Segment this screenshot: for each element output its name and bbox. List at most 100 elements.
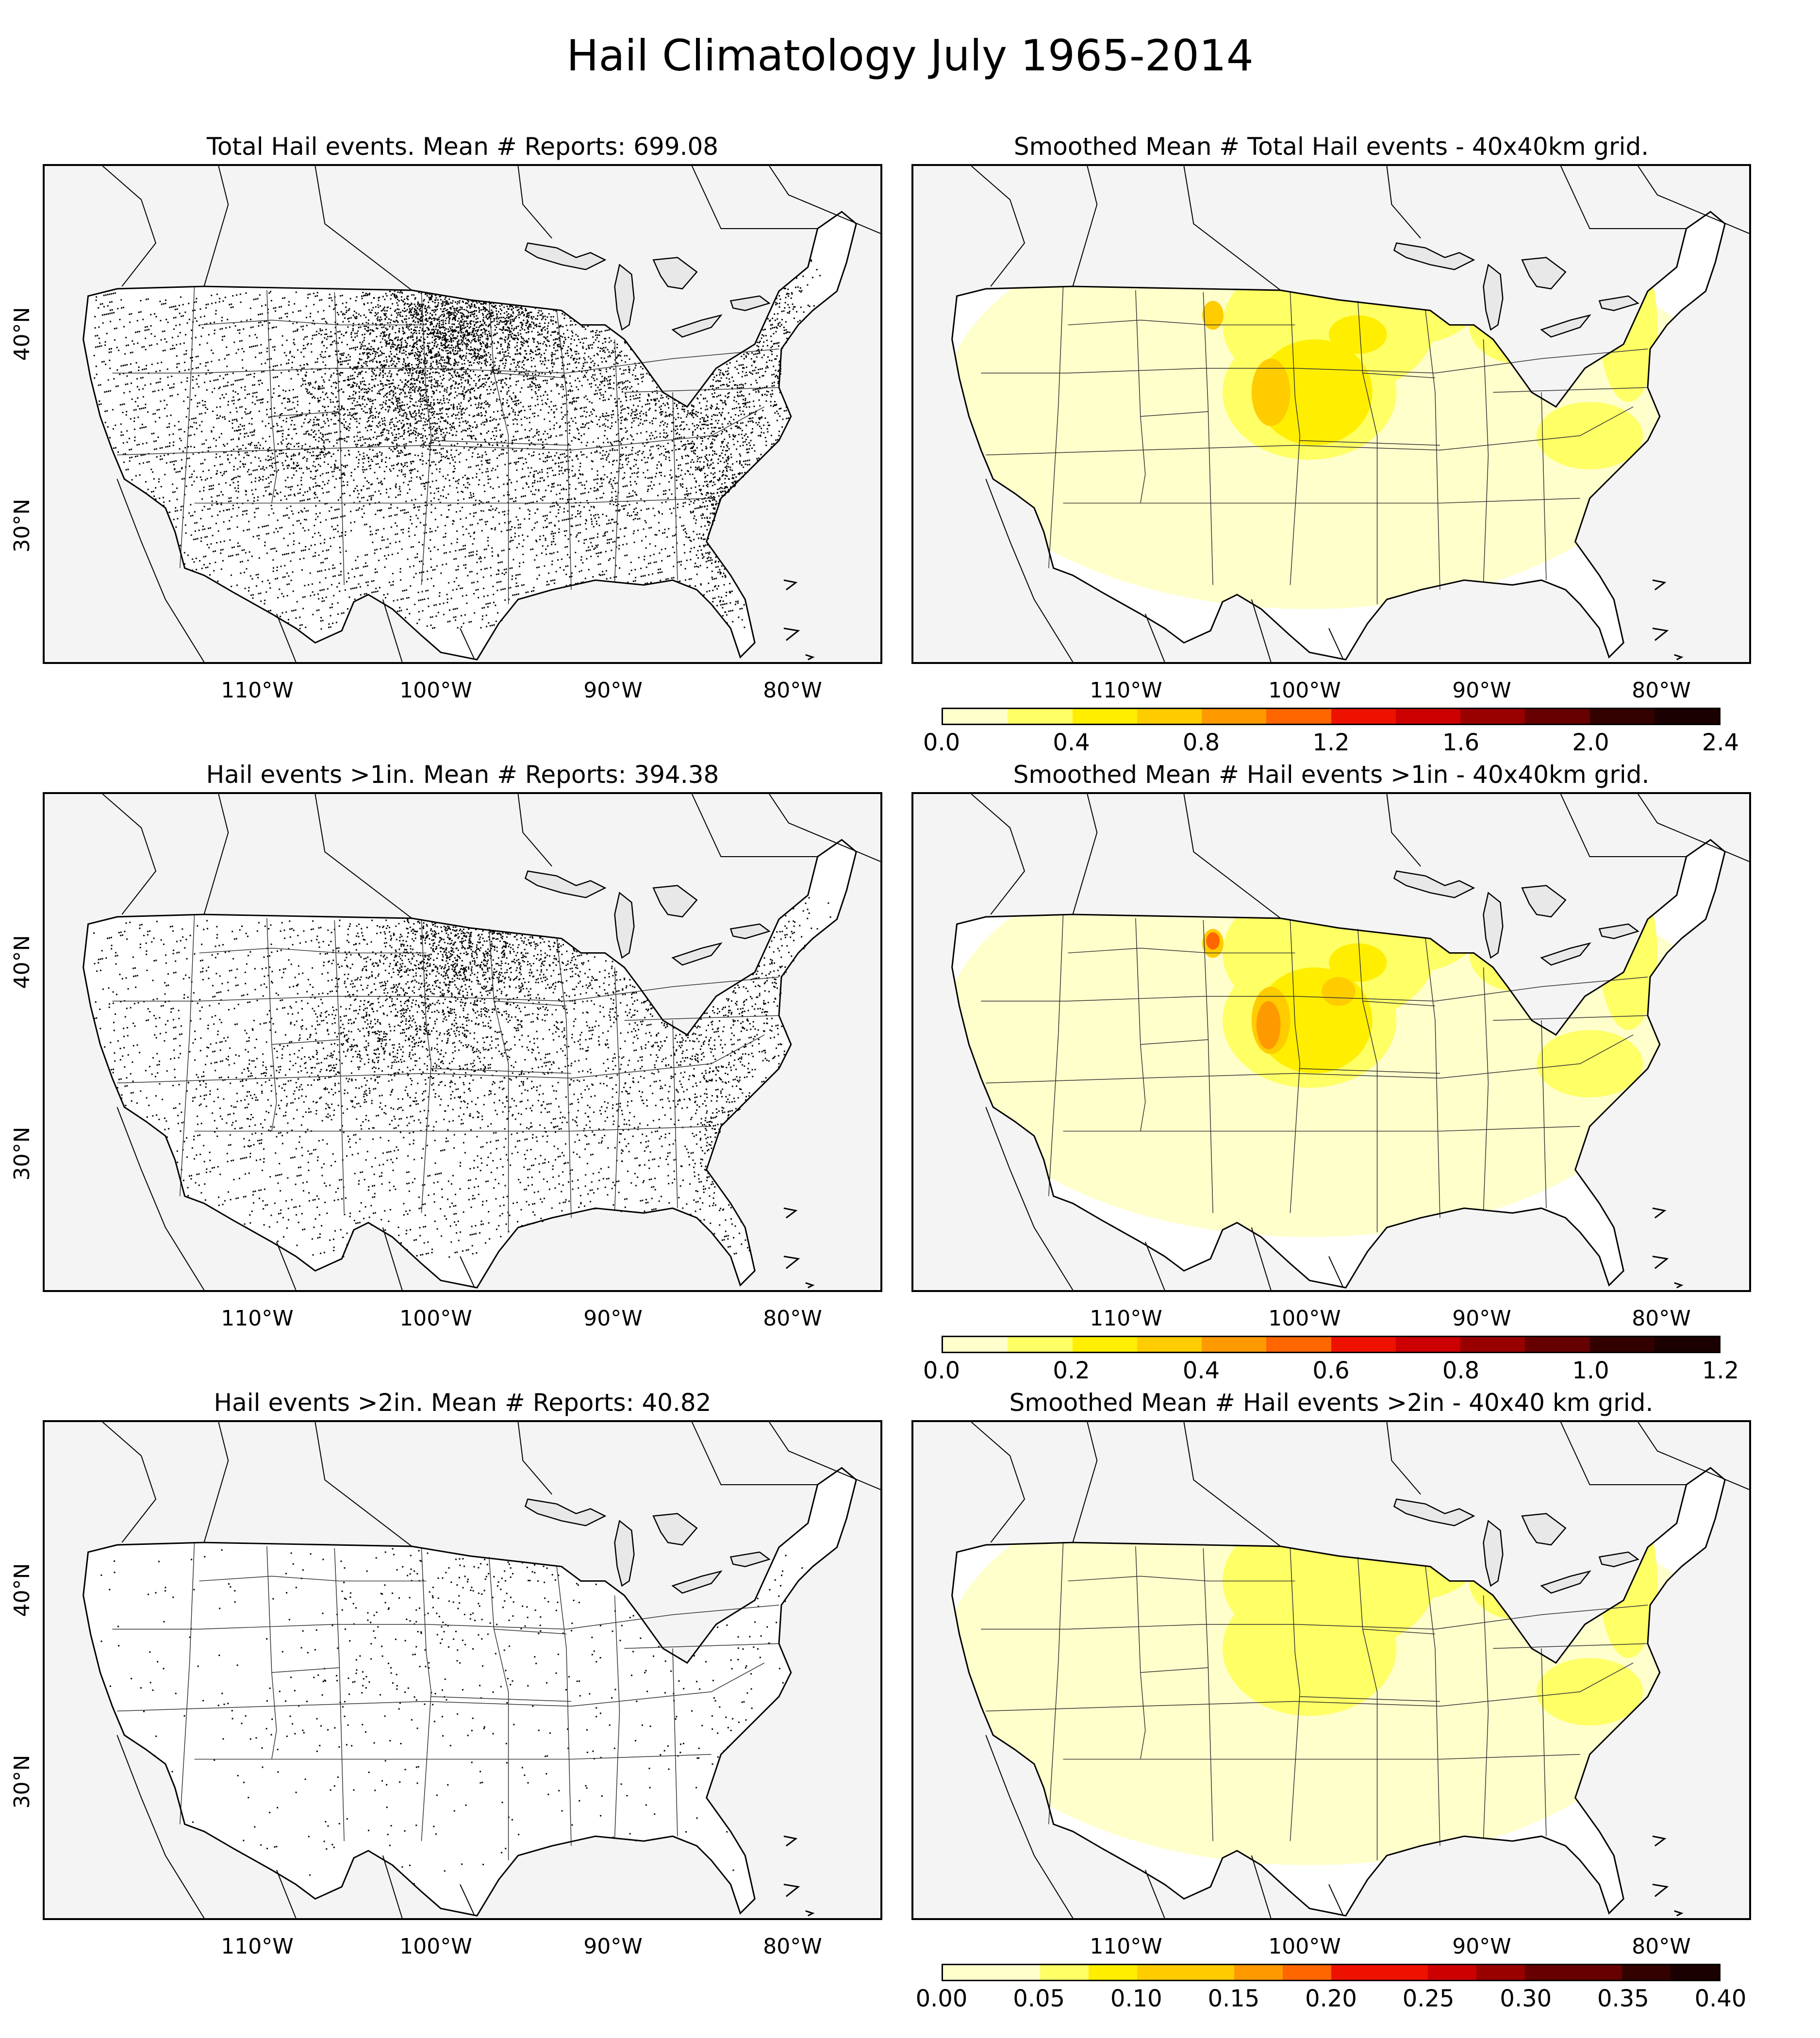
hail-report-dot bbox=[370, 408, 372, 410]
hail-report-dot bbox=[198, 530, 200, 531]
hail-report-dot bbox=[382, 420, 384, 422]
hail-report-dot bbox=[328, 623, 330, 625]
hail-report-dot bbox=[704, 538, 706, 540]
hail-report-dot bbox=[461, 367, 463, 369]
hail-report-dot bbox=[670, 477, 672, 479]
hail-report-dot bbox=[501, 561, 503, 563]
hail-report-dot bbox=[580, 559, 582, 561]
hail-report-dot bbox=[742, 422, 744, 424]
hail-report-dot bbox=[480, 569, 482, 571]
hail-report-dot bbox=[310, 434, 312, 436]
hail-report-dot bbox=[520, 336, 522, 338]
hail-report-dot bbox=[475, 330, 477, 331]
hail-report-dot bbox=[628, 407, 629, 409]
hail-report-dot bbox=[513, 307, 514, 309]
hail-report-dot bbox=[313, 320, 314, 322]
hail-report-dot bbox=[400, 296, 402, 298]
hail-report-dot bbox=[331, 471, 333, 473]
hail-report-dot bbox=[455, 558, 457, 560]
hail-report-dot bbox=[336, 509, 338, 511]
hail-report-dot bbox=[511, 325, 513, 327]
hail-report-dot bbox=[104, 422, 106, 424]
hail-report-dot bbox=[448, 347, 450, 349]
hail-report-dot bbox=[390, 294, 392, 296]
hail-report-dot bbox=[354, 521, 356, 523]
hail-report-dot bbox=[454, 317, 456, 319]
hail-report-dot bbox=[722, 449, 724, 451]
hail-report-dot bbox=[645, 414, 647, 416]
hail-report-dot bbox=[408, 352, 410, 354]
hail-report-dot bbox=[554, 544, 556, 546]
hail-report-dot bbox=[120, 299, 122, 301]
hail-report-dot bbox=[452, 347, 454, 348]
hail-report-dot bbox=[132, 351, 133, 353]
hail-report-dot bbox=[380, 372, 381, 374]
hail-report-dot bbox=[223, 473, 225, 475]
hail-report-dot bbox=[556, 443, 558, 445]
hail-report-dot bbox=[370, 495, 372, 497]
hail-report-dot bbox=[483, 484, 485, 486]
hail-report-dot bbox=[699, 469, 701, 471]
hail-report-dot bbox=[534, 480, 536, 481]
hail-report-dot bbox=[360, 346, 362, 348]
hail-report-dot bbox=[137, 342, 139, 344]
hail-report-dot bbox=[172, 433, 174, 435]
hail-report-dot bbox=[713, 396, 715, 398]
hail-report-dot bbox=[449, 357, 451, 359]
hail-report-dot bbox=[346, 310, 348, 312]
hail-report-dot bbox=[550, 373, 552, 375]
hail-report-dot bbox=[576, 397, 578, 399]
hail-report-dot bbox=[396, 425, 397, 427]
hail-report-dot bbox=[334, 406, 336, 408]
hail-report-dot bbox=[526, 315, 528, 316]
hail-report-dot bbox=[401, 471, 403, 473]
hail-report-dot bbox=[175, 460, 177, 462]
hail-report-dot bbox=[281, 402, 283, 404]
hail-report-dot bbox=[314, 295, 316, 297]
hail-report-dot bbox=[293, 467, 295, 469]
hail-report-dot bbox=[496, 320, 498, 322]
hail-report-dot bbox=[738, 426, 740, 428]
hail-report-dot bbox=[411, 375, 413, 377]
hail-report-dot bbox=[249, 431, 251, 433]
hail-report-dot bbox=[165, 341, 167, 343]
hail-report-dot bbox=[422, 440, 424, 442]
hail-report-dot bbox=[521, 328, 523, 330]
hail-report-dot bbox=[531, 318, 533, 320]
hail-report-dot bbox=[518, 366, 520, 368]
hail-report-dot bbox=[526, 417, 528, 419]
hail-report-dot bbox=[425, 353, 427, 355]
hail-report-dot bbox=[425, 513, 427, 514]
hail-report-dot bbox=[632, 532, 634, 534]
hail-report-dot bbox=[483, 587, 484, 589]
hail-report-dot bbox=[477, 321, 479, 323]
hail-report-dot bbox=[142, 396, 144, 398]
hail-report-dot bbox=[404, 396, 406, 398]
hail-report-dot bbox=[169, 442, 171, 444]
hail-report-dot bbox=[706, 400, 708, 402]
hail-report-dot bbox=[778, 361, 780, 363]
hail-report-dot bbox=[479, 519, 481, 521]
hail-report-dot bbox=[171, 306, 173, 308]
hail-report-dot bbox=[165, 299, 167, 301]
hail-report-dot bbox=[718, 395, 720, 397]
hail-report-dot bbox=[741, 376, 743, 378]
hail-report-dot bbox=[602, 442, 604, 444]
hail-report-dot bbox=[755, 366, 757, 368]
hail-report-dot bbox=[596, 330, 598, 331]
hail-report-dot bbox=[793, 317, 795, 319]
hail-report-dot bbox=[381, 383, 383, 385]
hail-report-dot bbox=[439, 391, 441, 393]
hail-report-dot bbox=[758, 457, 760, 459]
hail-report-dot bbox=[696, 438, 698, 440]
hail-report-dot bbox=[430, 492, 432, 494]
hail-report-dot bbox=[164, 330, 165, 332]
hail-report-dot bbox=[761, 395, 763, 397]
hail-report-dot bbox=[196, 476, 198, 478]
hail-report-dot bbox=[169, 512, 171, 514]
hail-report-dot bbox=[472, 477, 474, 479]
hail-report-dot bbox=[603, 384, 605, 386]
hail-report-dot bbox=[347, 376, 349, 378]
hail-report-dot bbox=[513, 462, 515, 464]
hail-report-dot bbox=[290, 443, 292, 445]
